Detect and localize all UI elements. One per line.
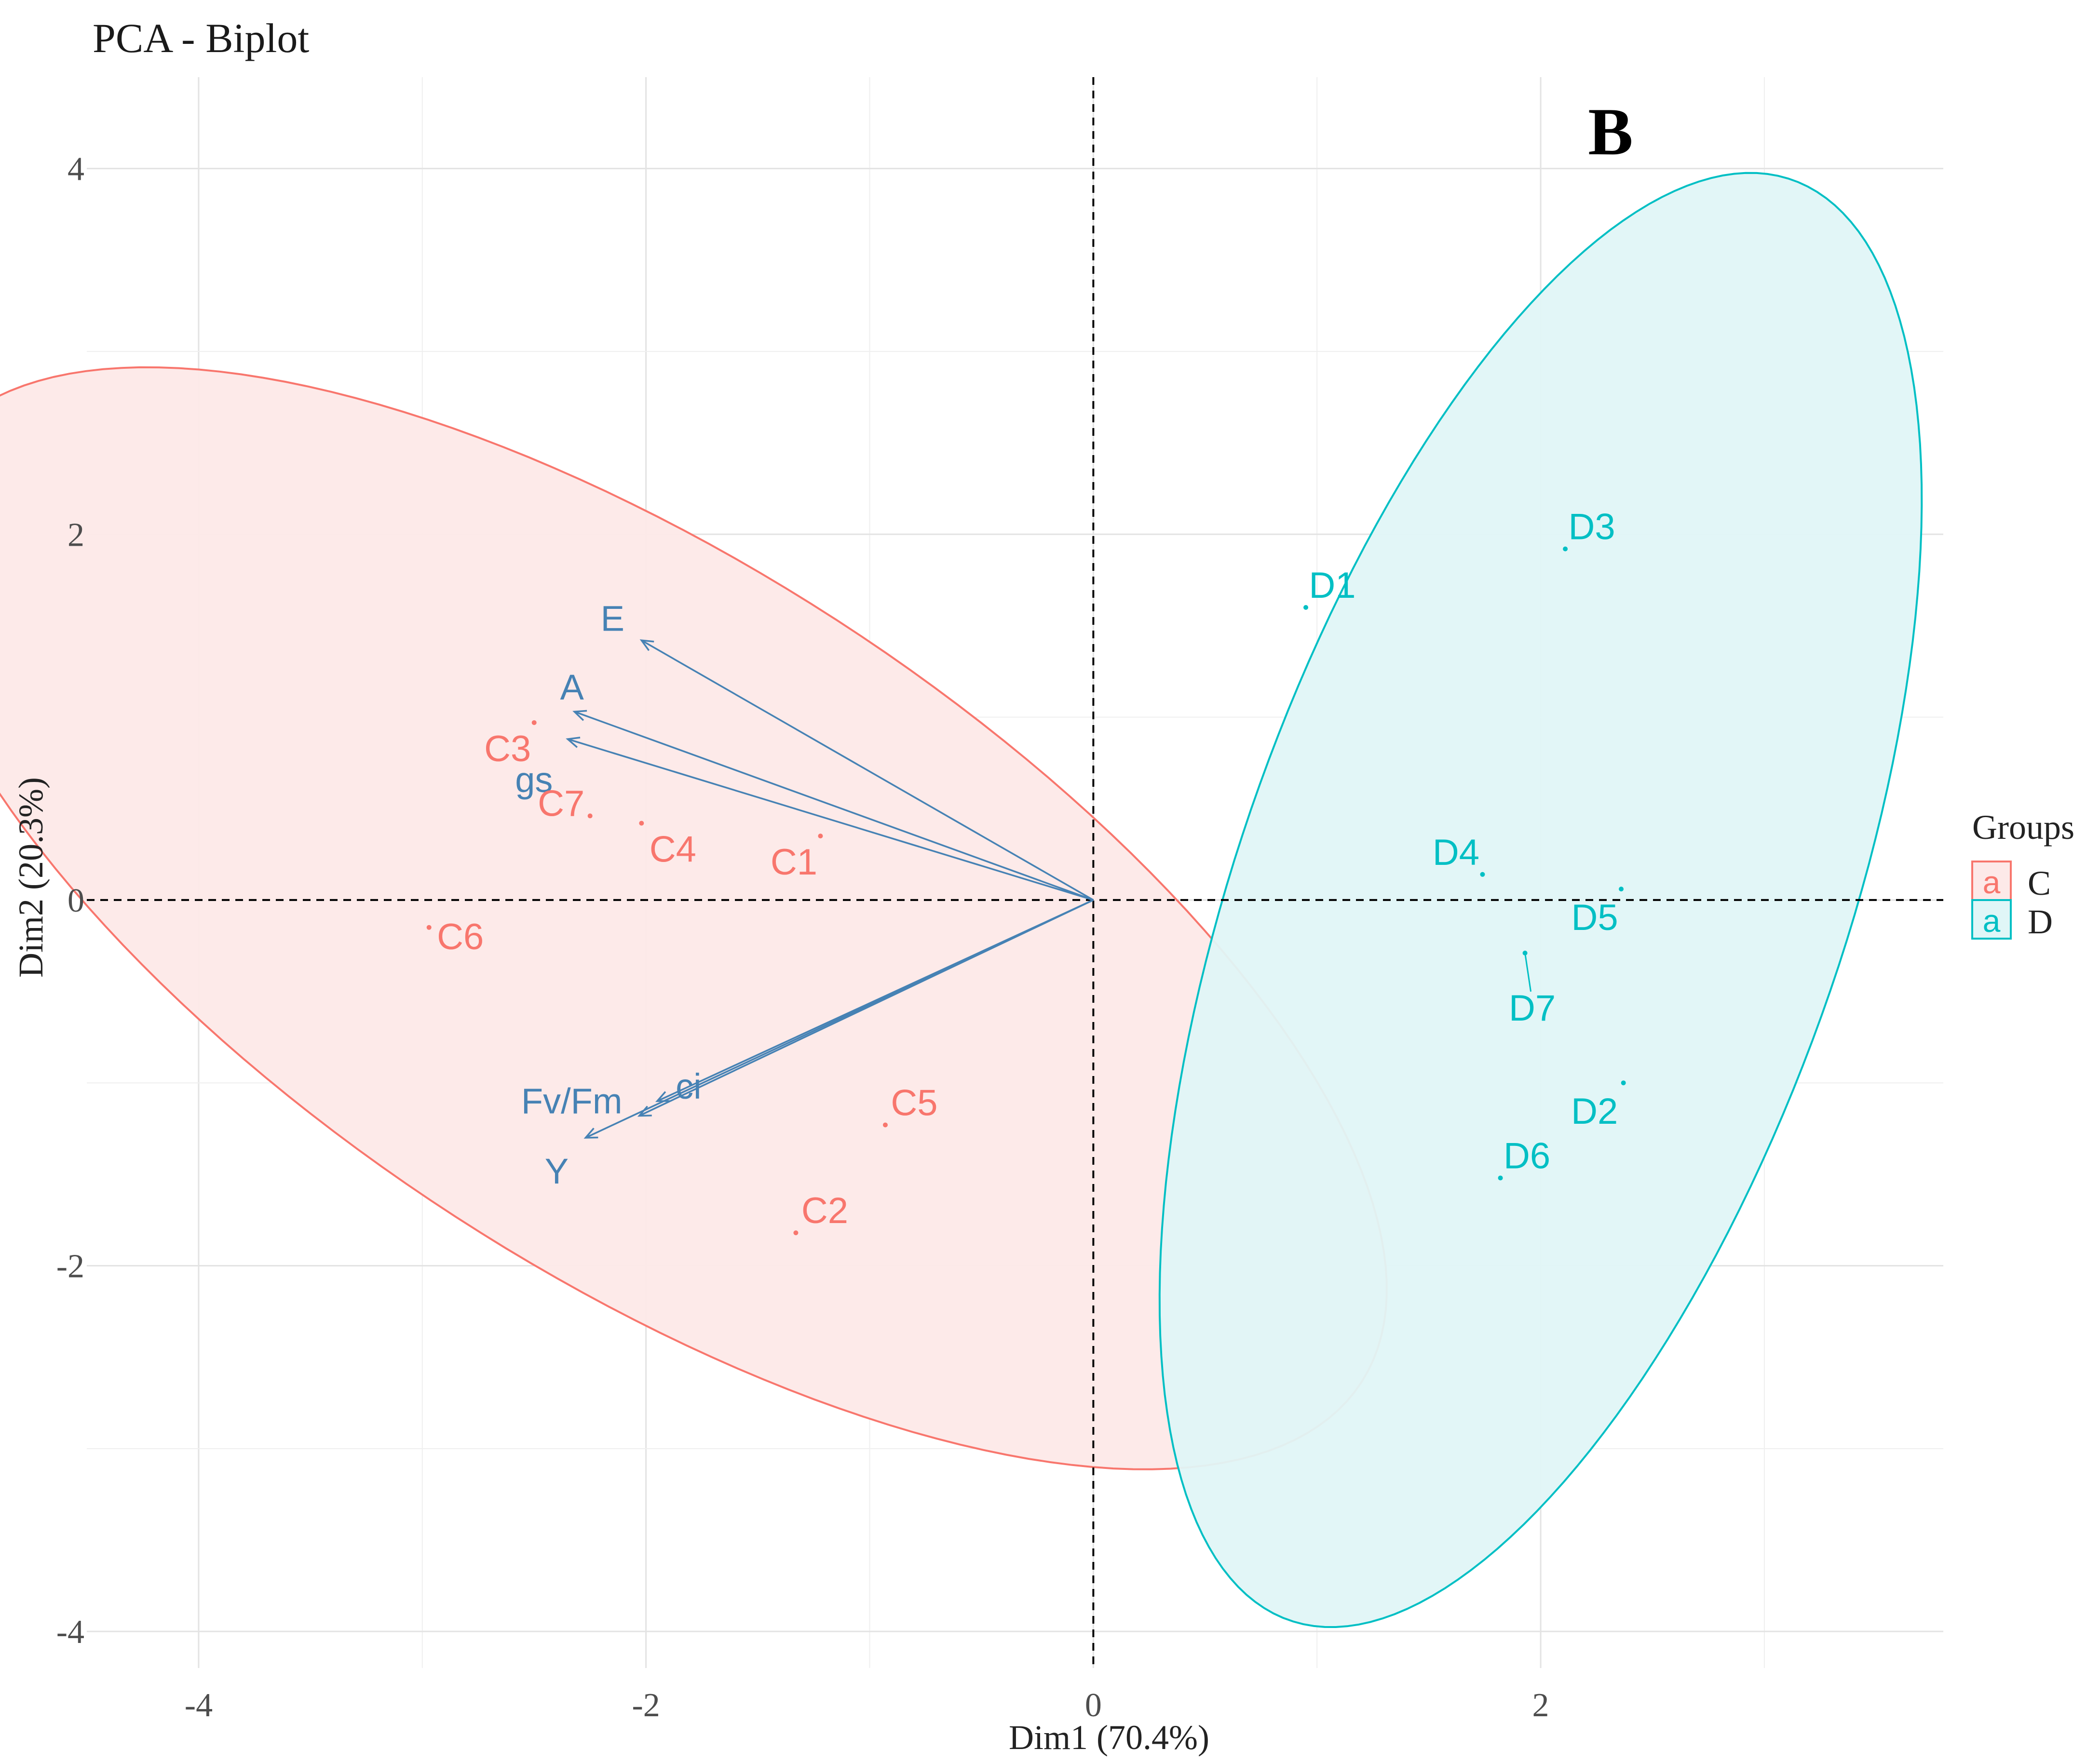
- vector-arrowhead-y: [583, 1128, 598, 1139]
- y-tick-label: -4: [56, 1614, 84, 1651]
- reference-lines: [87, 77, 1943, 1668]
- x-tick-label: 0: [1085, 1687, 1102, 1724]
- vector-label-fv-fm: Fv/Fm: [521, 1081, 623, 1121]
- panel-label: B: [1588, 94, 1633, 169]
- vector-line-gs: [567, 738, 1094, 901]
- point-c7: [587, 813, 593, 819]
- legend-label-d: D: [2028, 902, 2053, 941]
- point-d5: [1619, 887, 1624, 892]
- axes-layer: -4 -2 0 2 -4 -2 0 2 4: [56, 151, 1549, 1724]
- point-label-c6: C6: [437, 916, 484, 957]
- vector-arrowhead-a: [572, 710, 587, 721]
- legend-label-c: C: [2028, 864, 2051, 902]
- point-label-c4: C4: [650, 829, 696, 870]
- vector-label-gs: gs: [515, 760, 553, 800]
- vector-label-a: A: [560, 667, 584, 707]
- y-axis-title: Dim2 (20.3%): [12, 777, 50, 978]
- point-label-c1: C1: [771, 842, 817, 883]
- vector-line-e: [641, 639, 1094, 901]
- point-c1: [818, 834, 823, 839]
- y-tick-label: 4: [68, 151, 84, 188]
- point-d2: [1621, 1080, 1626, 1086]
- legend-entry-c: a C: [1971, 861, 2051, 902]
- point-c6: [426, 925, 432, 930]
- observation-points: C1 C2 C3 C4 C5 C6 C7 D1 D2 D3 D4 D5 D6 D7: [426, 507, 1626, 1236]
- point-d3: [1563, 546, 1568, 552]
- vector-label-e: E: [601, 598, 624, 638]
- ellipse-layer: [0, 172, 1923, 1628]
- point-c4: [639, 821, 644, 826]
- x-tick-label: 2: [1532, 1687, 1549, 1724]
- point-c3: [531, 720, 537, 725]
- legend: Groups a C a D: [1971, 808, 2074, 941]
- vector-arrowhead-e: [639, 639, 654, 651]
- legend-entry-d: a D: [1971, 899, 2053, 941]
- point-label-d6: D6: [1504, 1135, 1550, 1176]
- x-tick-label: -2: [632, 1687, 660, 1724]
- vector-line-a: [574, 711, 1094, 901]
- vector-line-y: [585, 899, 1094, 1139]
- point-label-c7: C7: [538, 783, 584, 824]
- point-label-d3: D3: [1569, 507, 1615, 548]
- point-label-c2: C2: [801, 1190, 848, 1231]
- point-c2: [793, 1230, 799, 1236]
- chart-title: PCA - Biplot: [93, 15, 309, 61]
- x-axis-title: Dim1 (70.4%): [1009, 1718, 1209, 1757]
- point-label-d2: D2: [1571, 1091, 1618, 1132]
- point-label-c3: C3: [484, 728, 531, 769]
- y-tick-label: -2: [56, 1248, 84, 1285]
- point-d6: [1498, 1175, 1503, 1181]
- legend-title: Groups: [1972, 808, 2074, 847]
- legend-key-glyph-d: a: [1983, 903, 2001, 939]
- point-label-c5: C5: [891, 1082, 937, 1123]
- point-c5: [882, 1122, 888, 1128]
- point-label-d7: D7: [1509, 988, 1556, 1029]
- confidence-ellipse-d: [1158, 172, 1923, 1628]
- point-label-d1: D1: [1309, 565, 1355, 606]
- vector-label-y: Y: [545, 1151, 569, 1191]
- point-label-d5: D5: [1571, 897, 1618, 938]
- legend-key-glyph-c: a: [1983, 864, 2001, 900]
- legend-key-d: [1971, 899, 2012, 940]
- vector-arrowhead-gs: [566, 737, 581, 748]
- x-tick-label: -4: [185, 1687, 213, 1724]
- y-tick-label: 0: [68, 882, 84, 919]
- point-d1: [1303, 605, 1309, 610]
- point-leader-d7: [1524, 953, 1532, 992]
- point-label-d4: D4: [1433, 832, 1479, 873]
- y-tick-label: 2: [68, 516, 84, 553]
- point-d4: [1480, 872, 1485, 877]
- vector-label-ci: ci: [676, 1066, 701, 1106]
